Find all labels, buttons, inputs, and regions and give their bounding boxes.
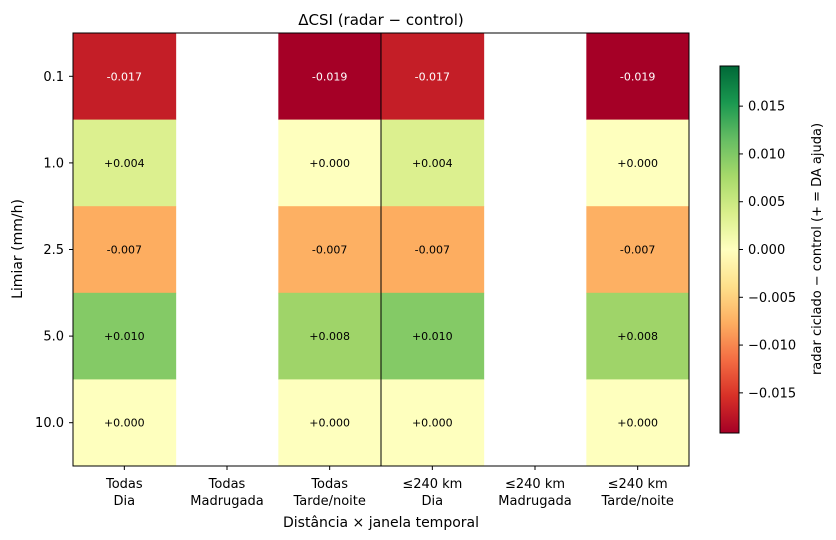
heatmap-cell xyxy=(381,33,485,121)
cell-value-label: -0.017 xyxy=(107,70,142,83)
heatmap-cell xyxy=(586,119,690,207)
cell-value-label: +0.000 xyxy=(309,417,350,430)
heatmap-cell xyxy=(586,379,690,467)
heatmap-cells xyxy=(73,33,690,467)
colorbar-ticks: −0.015 −0.010 −0.005 0.000 0.005 0.010 0.015 xyxy=(739,100,796,401)
colorbar-tick-label: −0.005 xyxy=(748,291,796,306)
heatmap-cell xyxy=(278,119,382,207)
y-axis-label: Limiar (mm/h) xyxy=(10,199,26,299)
x-tick-label-line1: Todas xyxy=(208,477,246,492)
x-tick-label-line1: ≤240 km xyxy=(505,477,565,492)
heatmap-cell xyxy=(73,206,177,294)
chart-title: ΔCSI (radar − control) xyxy=(298,11,464,29)
cell-value-label: +0.000 xyxy=(617,157,658,170)
heatmap-cell xyxy=(73,379,177,467)
colorbar-tick-label: 0.005 xyxy=(748,195,785,210)
colorbar-label: radar ciclado − control (+ = DA ajuda) xyxy=(810,123,825,375)
cell-value-label: -0.007 xyxy=(312,244,347,257)
y-tick-label: 2.5 xyxy=(43,243,64,258)
heatmap-cell xyxy=(278,206,382,294)
cell-value-label: -0.007 xyxy=(107,244,142,257)
heatmap-cell xyxy=(278,33,382,121)
colorbar xyxy=(719,65,740,434)
colorbar-tick-label: 0.015 xyxy=(748,100,785,115)
heatmap-cell xyxy=(278,292,382,380)
cell-value-label: -0.017 xyxy=(415,70,450,83)
x-tick-label-line2: Madrugada xyxy=(498,494,571,509)
cell-value-label: +0.004 xyxy=(412,157,453,170)
colorbar-tick-label: −0.010 xyxy=(748,339,796,354)
x-tick-label-line1: ≤240 km xyxy=(402,477,462,492)
y-tick-label: 1.0 xyxy=(43,156,64,171)
y-tick-label: 0.1 xyxy=(43,70,64,85)
x-tick-label-line1: Todas xyxy=(105,477,143,492)
heatmap-cell-labels: -0.017 -0.019 -0.017 -0.019 +0.004 +0.000 +0.0… xyxy=(104,70,658,429)
heatmap-cell xyxy=(73,33,177,121)
heatmap-cell xyxy=(381,292,485,380)
cell-value-label: +0.010 xyxy=(104,330,145,343)
cell-value-label: +0.000 xyxy=(412,417,453,430)
colorbar-tick-label: −0.015 xyxy=(748,386,796,401)
cell-value-label: +0.008 xyxy=(309,330,350,343)
cell-value-label: +0.010 xyxy=(412,330,453,343)
x-tick-label-line2: Tarde/noite xyxy=(292,494,365,509)
heatmap-cell xyxy=(586,33,690,121)
cell-value-label: -0.019 xyxy=(312,70,347,83)
x-tick-label-line1: Todas xyxy=(310,477,348,492)
y-tick-label: 5.0 xyxy=(43,330,64,345)
colorbar-tick-label: 0.000 xyxy=(748,243,785,258)
heatmap-cell xyxy=(278,379,382,467)
heatmap-cell xyxy=(381,206,485,294)
x-tick-label-line2: Dia xyxy=(422,494,444,509)
cell-value-label: -0.007 xyxy=(620,244,655,257)
cell-value-label: +0.008 xyxy=(617,330,658,343)
colorbar-tick-label: 0.010 xyxy=(748,147,785,162)
x-tick-label-line2: Dia xyxy=(114,494,136,509)
cell-value-label: +0.004 xyxy=(104,157,145,170)
heatmap-cell xyxy=(381,379,485,467)
y-tick-label: 10.0 xyxy=(35,416,64,431)
cell-value-label: +0.000 xyxy=(104,417,145,430)
x-axis-label: Distância × janela temporal xyxy=(283,515,479,531)
heatmap-cell xyxy=(586,292,690,380)
x-tick-label-line2: Madrugada xyxy=(190,494,263,509)
heatmap-cell xyxy=(586,206,690,294)
cell-value-label: -0.007 xyxy=(415,244,450,257)
cell-value-label: -0.019 xyxy=(620,70,655,83)
heatmap-cell xyxy=(73,119,177,207)
x-tick-label-line2: Tarde/noite xyxy=(600,494,673,509)
x-axis: Todas Dia Todas Madrugada Todas Tarde/noite ≤2… xyxy=(105,466,674,509)
cell-value-label: +0.000 xyxy=(617,417,658,430)
heatmap-cell xyxy=(73,292,177,380)
cell-value-label: +0.000 xyxy=(309,157,350,170)
y-axis: 0.1 1.0 2.5 5.0 10.0 xyxy=(35,70,73,431)
x-tick-label-line1: ≤240 km xyxy=(608,477,668,492)
heatmap-cell xyxy=(381,119,485,207)
